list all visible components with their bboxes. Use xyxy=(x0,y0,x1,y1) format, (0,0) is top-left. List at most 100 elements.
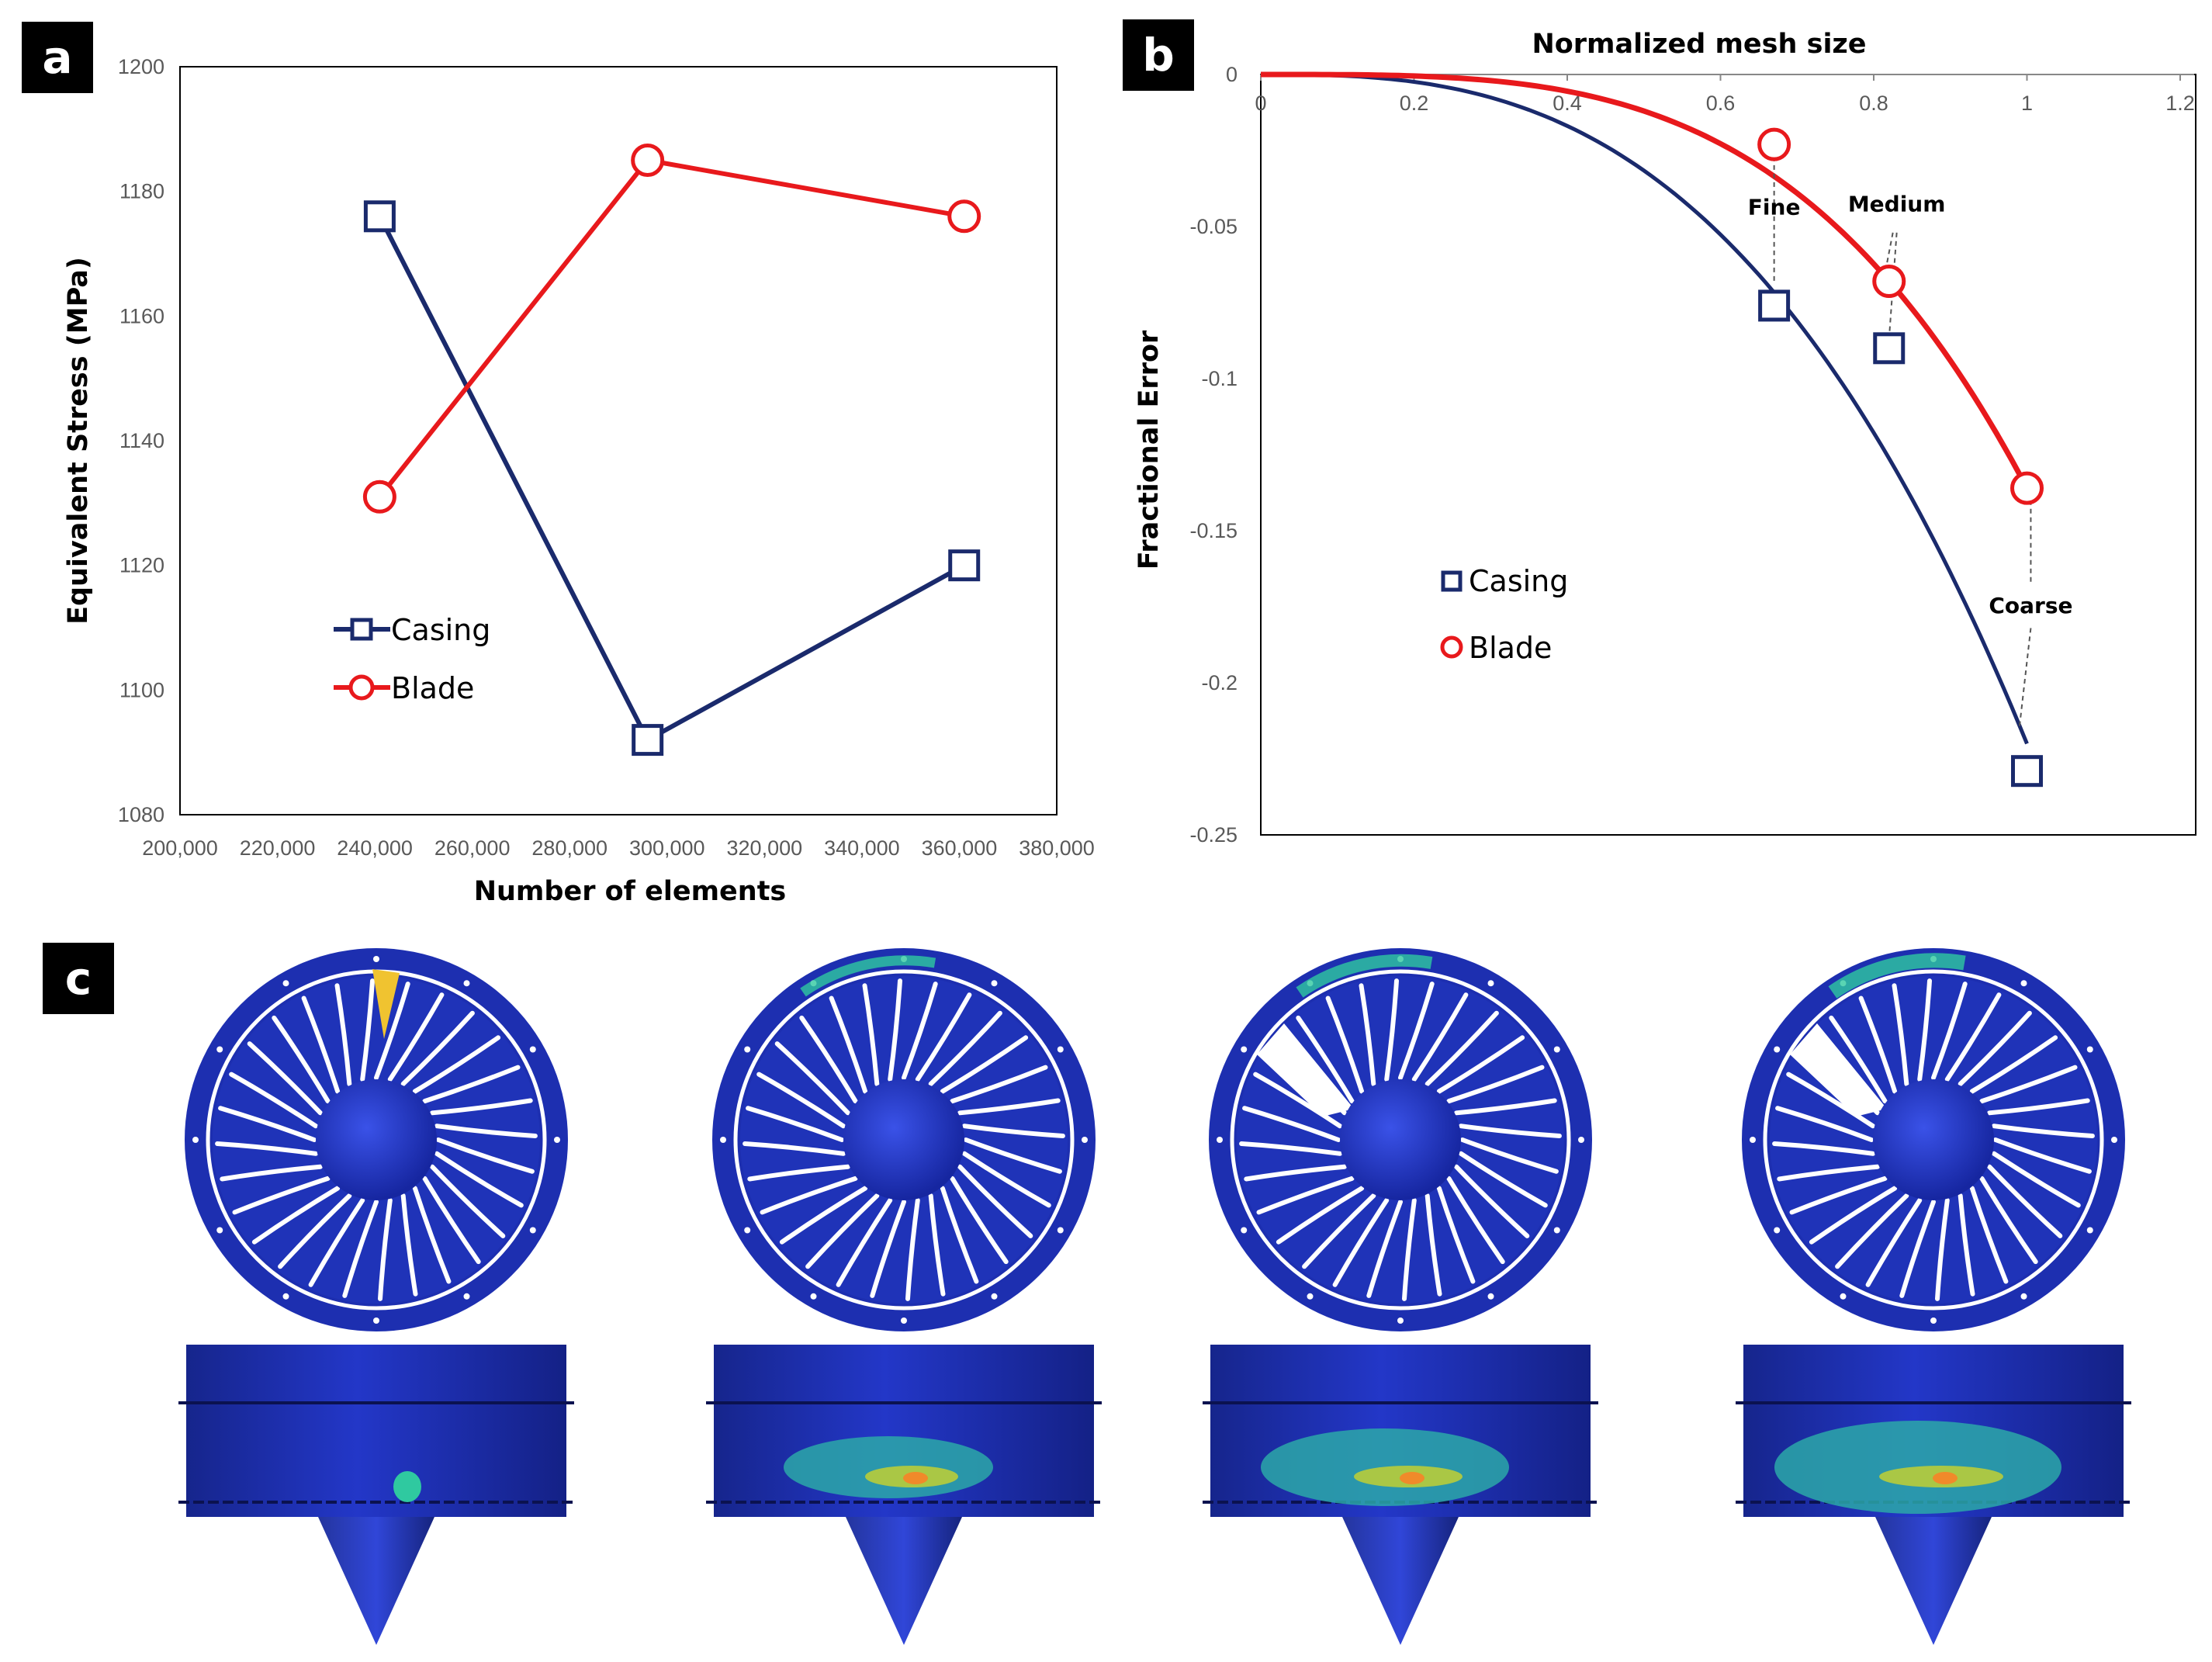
fan-blade xyxy=(1809,1186,1898,1245)
bolt-hole xyxy=(1307,1293,1314,1300)
fan-blade xyxy=(215,1141,318,1156)
fan-blade xyxy=(1777,1164,1880,1182)
fan-blade xyxy=(251,1186,341,1245)
fan-blade xyxy=(1789,1176,1888,1215)
fan-blade xyxy=(378,1198,393,1301)
fan-blade xyxy=(928,1193,946,1297)
bolt-hole xyxy=(216,1227,223,1234)
fan-front-view-3 xyxy=(1209,948,1592,1331)
fan-blade xyxy=(870,1200,906,1298)
fan-blade xyxy=(1302,1193,1376,1269)
fan-blade xyxy=(915,992,972,1082)
nose-cone xyxy=(1875,1517,1992,1645)
bolt-hole xyxy=(463,980,470,987)
fan-blade xyxy=(436,1137,535,1174)
fan-blade xyxy=(1436,1035,1525,1094)
bolt-hole xyxy=(1553,1227,1560,1234)
bolt-hole xyxy=(463,1293,470,1300)
fan-blade xyxy=(1993,1137,2092,1174)
fan-blade xyxy=(1958,1193,1975,1297)
blade-group xyxy=(743,978,1065,1301)
bolt-hole xyxy=(1774,1046,1781,1053)
fan-blade xyxy=(1384,978,1399,1082)
bolt-hole xyxy=(373,956,379,962)
fan-blade xyxy=(1244,1164,1347,1182)
fan-blade xyxy=(756,1072,846,1129)
fan-blade xyxy=(1411,992,1469,1082)
casing-side-view-1 xyxy=(178,1345,574,1645)
blade-group xyxy=(215,978,538,1301)
inner-ring-line xyxy=(1230,969,1571,1311)
damage-peak xyxy=(1400,1472,1424,1484)
stress-band xyxy=(1828,953,1966,999)
fan-blade xyxy=(1935,1198,1950,1301)
fan-blade xyxy=(1296,1015,1355,1104)
fan-blade xyxy=(1366,1200,1403,1298)
fan-blade xyxy=(1987,1164,2063,1238)
bolt-hole xyxy=(810,1293,817,1300)
fan-blade xyxy=(957,1098,1061,1116)
fan-blade xyxy=(301,995,341,1094)
fan-blade xyxy=(374,982,410,1080)
spinner-hub xyxy=(316,1079,437,1200)
fan-blade xyxy=(412,1186,452,1284)
fan-blade xyxy=(247,1041,323,1116)
fan-blade xyxy=(1446,1065,1545,1104)
fan-blade xyxy=(360,978,375,1082)
fan-blade xyxy=(1253,1072,1342,1129)
fan-blade xyxy=(387,992,445,1082)
fan-blade xyxy=(334,983,352,1086)
fan-blade xyxy=(805,1193,880,1269)
bolt-hole xyxy=(2020,1293,2027,1300)
fan-blade xyxy=(962,1151,1051,1208)
fan-blade xyxy=(779,1186,868,1245)
bolt-hole xyxy=(1487,980,1494,987)
bolt-hole xyxy=(529,1227,536,1234)
nose-cone xyxy=(846,1517,962,1645)
fan-blade xyxy=(1454,1164,1530,1238)
bolt-hole xyxy=(2086,1046,2093,1053)
bolt-hole xyxy=(1553,1046,1560,1053)
fan-blade xyxy=(1256,1176,1355,1215)
fan-blade xyxy=(1424,1193,1442,1297)
fan-blade xyxy=(836,1198,893,1287)
fan-blade xyxy=(1460,1137,1559,1174)
bolt-hole xyxy=(1578,1137,1584,1143)
fan-blade xyxy=(1424,1010,1499,1086)
bolt-hole xyxy=(1487,1293,1494,1300)
bolt-hole xyxy=(216,1046,223,1053)
fan-blade xyxy=(1892,983,1909,1086)
fan-blade xyxy=(747,1164,850,1182)
bolt-hole xyxy=(1397,1317,1404,1324)
fan-blade xyxy=(957,1164,1033,1238)
fan-blade xyxy=(1242,1106,1341,1142)
inner-ring-line xyxy=(1763,969,2104,1311)
bolt-hole xyxy=(991,1293,998,1300)
fan-blade xyxy=(950,1065,1048,1104)
panel-label-b: b xyxy=(1123,19,1194,91)
fan-blade xyxy=(1239,1141,1342,1156)
fan-blade xyxy=(278,1193,352,1269)
fan-blade xyxy=(1398,982,1435,1080)
fan-blade xyxy=(1775,1106,1874,1142)
fan-blade xyxy=(1446,1176,1505,1265)
bolt-hole xyxy=(529,1046,536,1053)
fan-blade xyxy=(743,1141,846,1156)
casing-side-view-4 xyxy=(1736,1345,2131,1645)
fan-blade xyxy=(1979,1065,2078,1104)
fan-blade xyxy=(1835,1193,1909,1269)
fan-blade xyxy=(400,1193,418,1297)
bolt-hole xyxy=(1774,1227,1781,1234)
blade-group xyxy=(1239,978,1562,1301)
fan-blade xyxy=(342,1200,379,1298)
fan-blade xyxy=(940,1035,1029,1094)
fan-blade xyxy=(1359,983,1376,1086)
bolt-hole xyxy=(744,1227,751,1234)
bolt-hole xyxy=(1750,1137,1756,1143)
fan-blade xyxy=(1772,1141,1875,1156)
bolt-hole xyxy=(1057,1227,1064,1234)
panel-label-c: c xyxy=(43,943,114,1014)
bolt-hole xyxy=(991,980,998,987)
panel-label-a: a xyxy=(22,22,93,93)
